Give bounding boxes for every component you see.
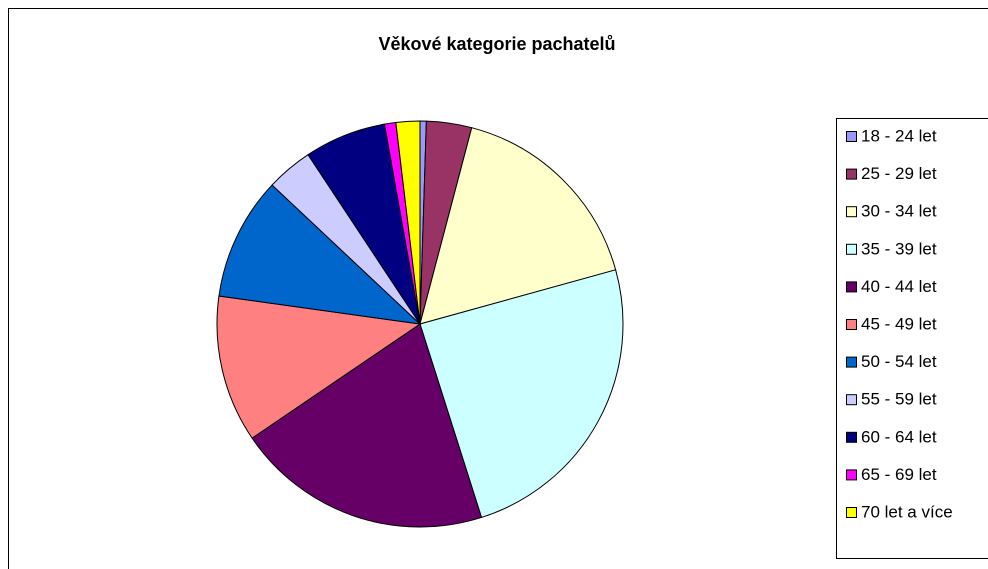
legend-label: 65 - 69 let — [861, 465, 937, 484]
pie-slice — [395, 120, 421, 325]
chart-title: Věkové kategorie pachatelů — [378, 34, 615, 54]
legend-swatch — [846, 507, 857, 518]
legend-swatch — [846, 243, 857, 255]
legend-swatch — [846, 394, 857, 406]
legend-label: 40 - 44 let — [861, 277, 937, 296]
legend-swatch — [846, 469, 857, 481]
legend-label: 60 - 64 let — [861, 427, 937, 446]
legend-swatch — [846, 319, 857, 330]
legend-swatch — [846, 131, 857, 142]
legend-swatch — [846, 431, 857, 443]
legend-label: 35 - 39 let — [861, 239, 937, 258]
pie-slice — [216, 295, 422, 439]
legend-box — [836, 118, 988, 559]
pie-slice — [419, 269, 624, 519]
legend-label: 30 - 34 let — [861, 202, 937, 221]
legend-swatch — [846, 168, 857, 180]
legend-swatch — [846, 206, 857, 218]
pie-slice — [251, 323, 483, 528]
legend-label: 70 let a více — [861, 502, 953, 521]
legend-label: 25 - 29 let — [861, 164, 937, 183]
legend-label: 18 - 24 let — [861, 126, 937, 145]
legend-label: 55 - 59 let — [861, 390, 937, 409]
pie-slice — [419, 127, 617, 325]
legend-label: 50 - 54 let — [861, 352, 937, 371]
pie-slice — [218, 184, 422, 325]
legend-label: 45 - 49 let — [861, 314, 937, 333]
legend-swatch — [846, 281, 857, 293]
legend-swatch — [846, 356, 857, 368]
